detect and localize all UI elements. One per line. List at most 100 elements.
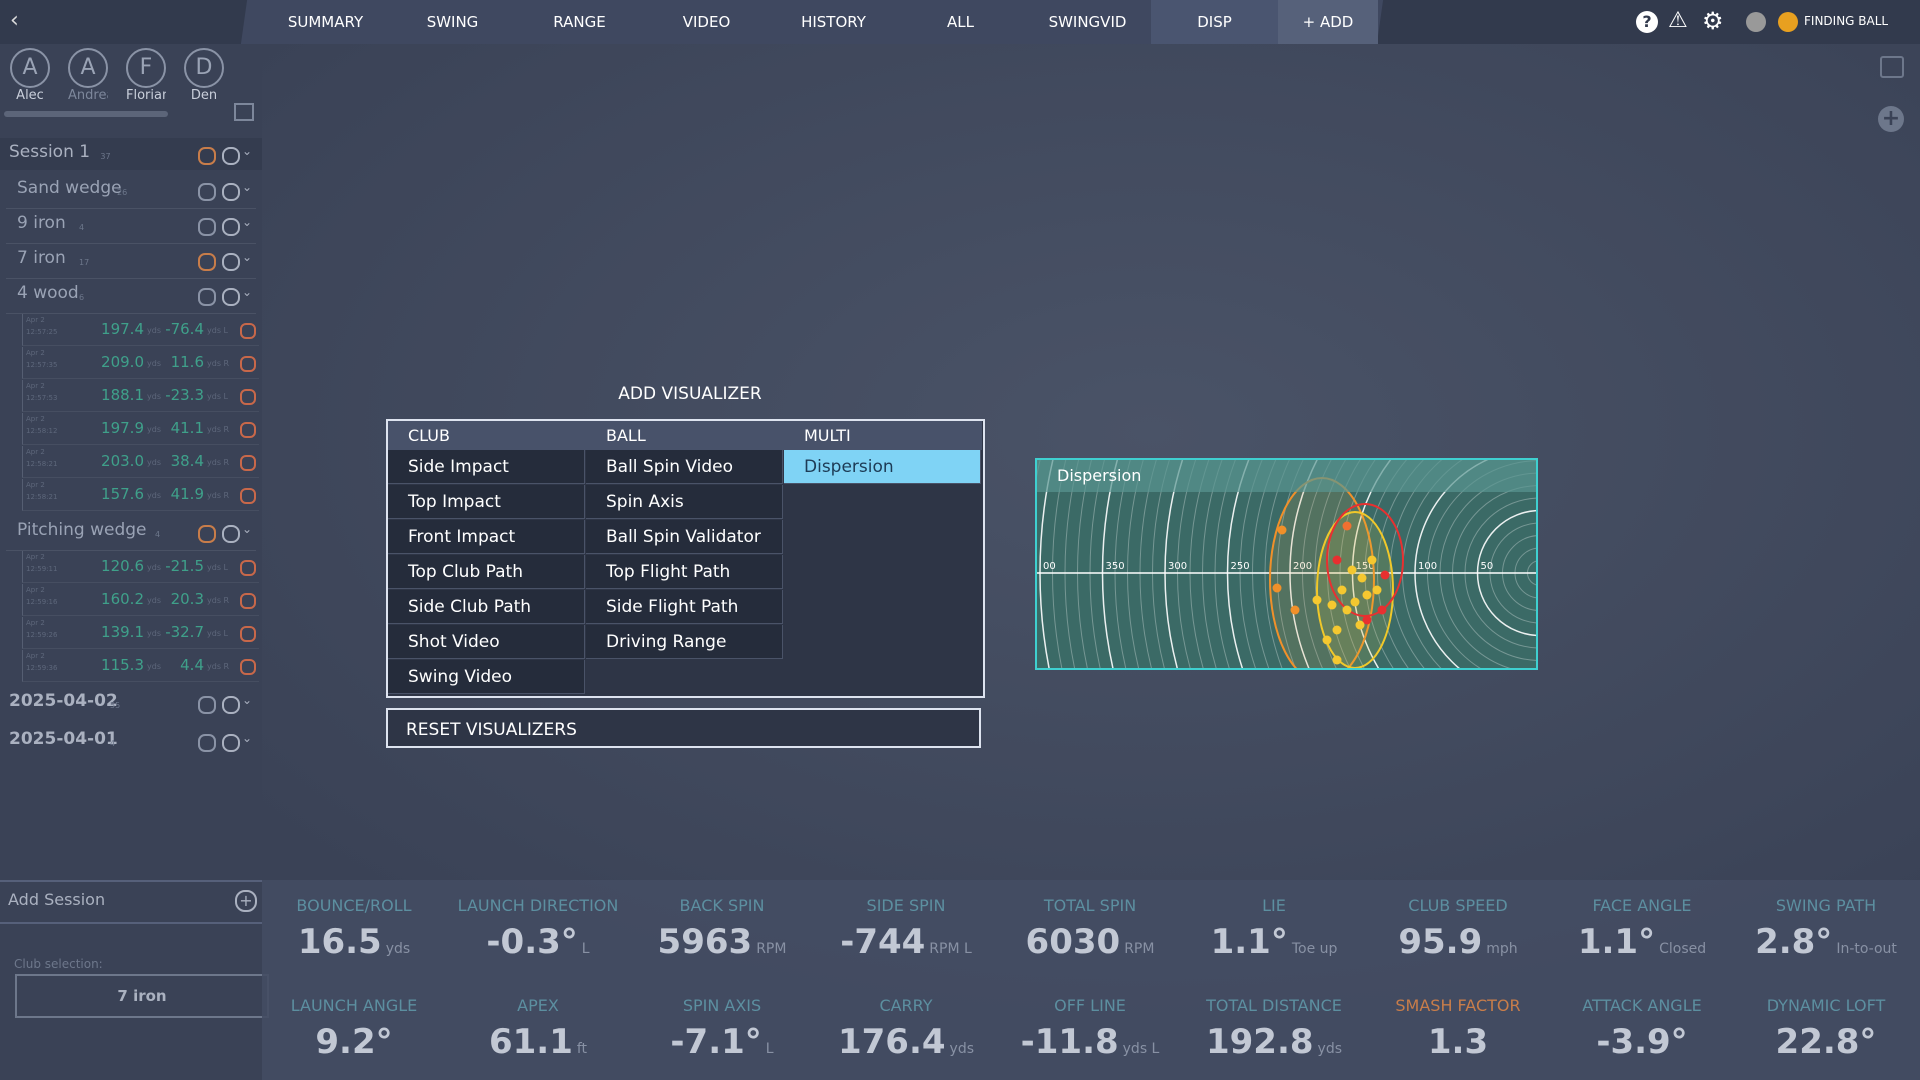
add-session-icon[interactable]: + (235, 890, 257, 912)
player-avatar[interactable]: F (126, 48, 166, 88)
toggle[interactable] (222, 288, 240, 306)
metric-label: SMASH FACTOR (1395, 996, 1521, 1015)
column-header-text: BALL (606, 426, 646, 445)
shot-carry-unit: yds (147, 563, 161, 572)
club-name[interactable]: Pitching wedge (17, 520, 147, 540)
shot-row[interactable] (22, 314, 259, 346)
shot-carry-unit: yds (147, 458, 161, 467)
shot-dot (1367, 555, 1377, 565)
shot-row[interactable] (22, 413, 259, 445)
session-name[interactable]: Session 1 (9, 142, 91, 162)
shot-offline: -21.5 (165, 557, 204, 575)
shot-offline-unit: yds R (207, 458, 230, 467)
visualizer-option[interactable]: Side Flight Path (586, 590, 783, 624)
club-name[interactable]: 4 wood (17, 283, 79, 303)
visualizer-option[interactable]: Spin Axis (586, 485, 783, 519)
shot-row[interactable] (22, 584, 259, 616)
scrollbar (4, 111, 168, 117)
toggle[interactable] (222, 253, 240, 271)
club-row-line (6, 243, 256, 244)
help-icon[interactable]: ? (1636, 11, 1658, 33)
session-name[interactable]: 2025-04-02 (9, 691, 118, 711)
back-button[interactable]: ‹ (10, 8, 19, 33)
metric-value-group: 192.8 yds (1182, 1022, 1366, 1062)
shot-offline-unit: yds L (207, 563, 228, 572)
add-session-row[interactable] (0, 880, 262, 924)
shot-offline-unit: yds L (207, 392, 228, 401)
visualizer-option[interactable]: Side Impact (388, 450, 585, 484)
toggle[interactable] (222, 183, 240, 201)
toggle[interactable] (222, 734, 240, 752)
nav-tab[interactable]: SUMMARY (287, 13, 364, 31)
session-name[interactable]: 2025-04-01 (9, 729, 118, 749)
shot-row[interactable] (22, 479, 259, 511)
player-name[interactable]: Alec (16, 88, 44, 103)
shot-time: 12:59:26 (26, 631, 58, 639)
visualizer-option[interactable]: Shot Video (388, 625, 585, 659)
visualizer-option[interactable]: Swing Video (388, 660, 585, 694)
add-session-text[interactable]: Add Session (8, 890, 106, 909)
visualizer-option[interactable]: Ball Spin Video (586, 450, 783, 484)
player-name[interactable]: Florian (126, 88, 166, 103)
shot-row[interactable] (22, 650, 259, 682)
club-name[interactable]: 7 iron (17, 248, 66, 268)
player-name[interactable]: Andreas (68, 88, 108, 103)
visualizer-option[interactable]: Top Club Path (388, 555, 585, 589)
shot-row[interactable] (22, 617, 259, 649)
shot-carry: 157.6 (101, 485, 144, 503)
metric-value-group: 1.3 (1366, 1022, 1550, 1062)
visualizer-option[interactable]: Top Flight Path (586, 555, 783, 589)
club-selection[interactable]: 7 iron (15, 974, 269, 1018)
shot-row[interactable] (22, 446, 259, 478)
club-name[interactable]: 9 iron (17, 213, 66, 233)
visualizer-option[interactable]: Dispersion (784, 450, 981, 484)
visualizer-option[interactable]: Ball Spin Validator (586, 520, 783, 554)
player-name[interactable]: Den (190, 88, 218, 103)
nav-tab[interactable]: SWINGVID (1048, 13, 1127, 31)
metric-label: SIDE SPIN (866, 896, 946, 915)
player-avatar[interactable]: D (184, 48, 224, 88)
visualizer-option[interactable]: Front Impact (388, 520, 585, 554)
nav-tab[interactable]: SWING (426, 13, 479, 31)
session-header (0, 138, 262, 170)
toggle[interactable] (222, 696, 240, 714)
player-avatar[interactable]: A (10, 48, 50, 88)
metric-value: 9.2° (315, 1022, 393, 1062)
club-row-line (6, 313, 256, 314)
metric-unit: mph (1486, 941, 1518, 957)
warning-icon[interactable]: ⚠ (1668, 8, 1688, 33)
nav-tab[interactable]: ALL (947, 13, 974, 31)
visualizer-option[interactable]: Driving Range (586, 625, 783, 659)
reset-button[interactable]: RESET VISUALIZERS (386, 708, 981, 748)
shot-dot (1322, 635, 1332, 645)
visualizer-option[interactable]: Top Impact (388, 485, 585, 519)
metric-value: 1.3 (1427, 1022, 1489, 1062)
settings-icon[interactable]: ⚙ (1702, 7, 1724, 35)
shot-offline: 41.9 (170, 485, 204, 503)
distance-label: 300 (1168, 561, 1187, 572)
add-icon[interactable]: + (1878, 106, 1904, 132)
nav-tab[interactable]: + ADD (1302, 13, 1354, 31)
dispersion-preview[interactable]: 00 350 300 250 200 150 100 50 Dispersion (1035, 458, 1538, 670)
visualizer-option[interactable]: Side Club Path (388, 590, 585, 624)
toggle[interactable] (222, 525, 240, 543)
player-avatar[interactable]: A (68, 48, 108, 88)
shot-offline: 4.4 (180, 656, 204, 674)
shot-row[interactable] (22, 380, 259, 412)
nav-tab[interactable]: DISP (1197, 13, 1232, 31)
metric-unit: L (765, 1041, 774, 1057)
shot-row[interactable] (22, 347, 259, 379)
metric-value: 6030 (1025, 922, 1121, 962)
nav-tab[interactable]: RANGE (553, 13, 606, 31)
toggle[interactable] (222, 147, 240, 165)
lock-icon[interactable] (1880, 56, 1904, 78)
shot-dot (1372, 585, 1382, 595)
nav-tab[interactable]: VIDEO (682, 13, 731, 31)
metric-unit: Closed (1659, 941, 1707, 957)
club-icon (198, 696, 216, 714)
toggle[interactable] (222, 218, 240, 236)
nav-tab[interactable]: HISTORY (801, 13, 866, 31)
chevron: ⌄ (242, 285, 253, 299)
shot-row[interactable] (22, 551, 259, 583)
club-name[interactable]: Sand wedge (17, 178, 122, 198)
